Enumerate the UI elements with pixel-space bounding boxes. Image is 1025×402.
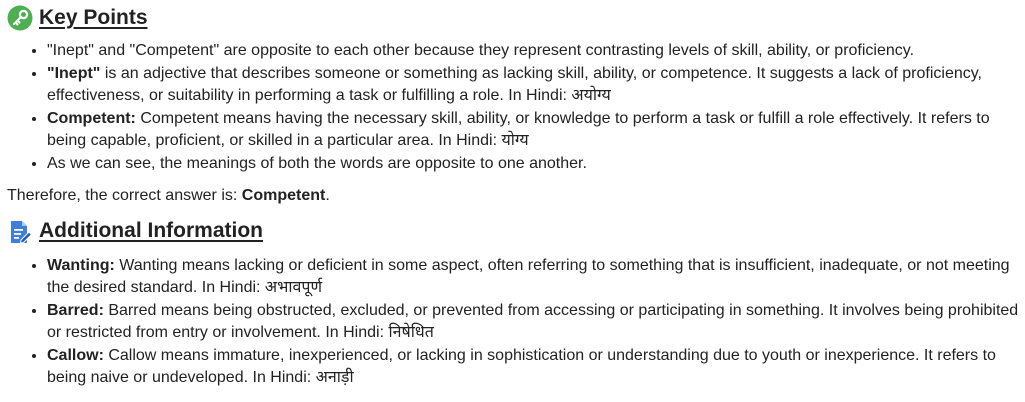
- item-text: Competent means having the necessary ski…: [47, 109, 990, 150]
- key-points-header: Key Points: [7, 2, 1019, 34]
- additional-info-list: Wanting: Wanting means lacking or defici…: [7, 255, 1019, 390]
- item-term: Callow:: [47, 346, 104, 364]
- additional-info-header: Additional Information: [7, 216, 1019, 248]
- key-points-title: Key Points: [39, 5, 148, 29]
- item-text: Callow means immature, inexperienced, or…: [47, 346, 996, 387]
- conclusion-prefix: Therefore, the correct answer is:: [7, 187, 242, 204]
- item-text: Barred means being obstructed, excluded,…: [47, 301, 1019, 342]
- list-item: "Inept" is an adjective that describes s…: [47, 63, 1019, 108]
- list-item: As we can see, the meanings of both the …: [47, 153, 1019, 176]
- list-item: Competent: Competent means having the ne…: [47, 108, 1019, 153]
- list-item: "Inept" and "Competent" are opposite to …: [47, 40, 1019, 63]
- item-text: As we can see, the meanings of both the …: [47, 154, 587, 172]
- list-item: Barred: Barred means being obstructed, e…: [47, 300, 1019, 345]
- document-edit-icon: [7, 219, 33, 245]
- conclusion: Therefore, the correct answer is: Compet…: [7, 185, 1019, 208]
- conclusion-suffix: .: [325, 187, 330, 204]
- item-text: Wanting means lacking or deficient in so…: [47, 256, 1010, 297]
- item-text: "Inept" and "Competent" are opposite to …: [47, 42, 915, 59]
- list-item: Wanting: Wanting means lacking or defici…: [47, 255, 1019, 300]
- correct-answer: Competent: [241, 187, 326, 204]
- key-points-list: "Inept" and "Competent" are opposite to …: [7, 40, 1019, 175]
- item-term: Wanting:: [47, 256, 115, 274]
- additional-info-title: Additional Information: [39, 219, 263, 243]
- explanation-page: Key Points "Inept" and "Competent" are o…: [0, 2, 1019, 390]
- item-term: Competent:: [47, 109, 136, 127]
- list-item: Callow: Callow means immature, inexperie…: [47, 345, 1019, 390]
- key-icon: [7, 5, 33, 31]
- item-text: is an adjective that describes someone o…: [47, 64, 982, 105]
- item-term: "Inept": [47, 64, 101, 82]
- item-term: Barred:: [47, 301, 104, 319]
